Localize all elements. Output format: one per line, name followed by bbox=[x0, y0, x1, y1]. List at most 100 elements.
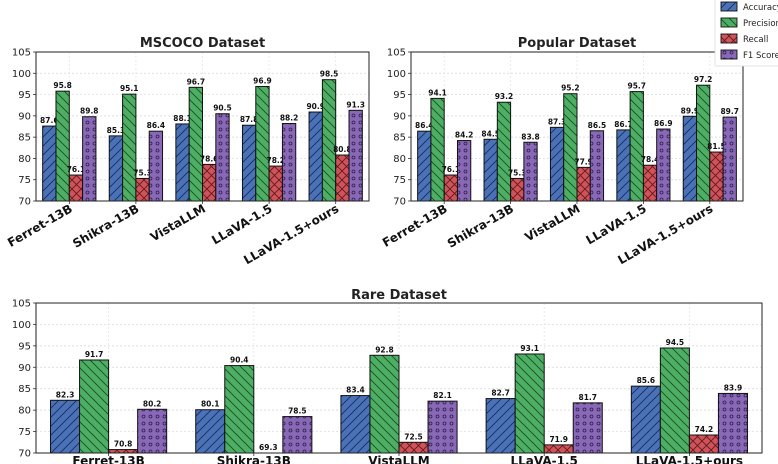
data-label: 97.2 bbox=[694, 75, 713, 84]
legend-label: F1 Score bbox=[743, 51, 778, 61]
bar-hatch bbox=[709, 151, 724, 202]
bar-hatch bbox=[348, 109, 363, 202]
data-label: 89.7 bbox=[720, 107, 739, 116]
legend-swatch-hatch bbox=[720, 33, 738, 44]
x-tick-label: VistaLLM bbox=[522, 201, 582, 244]
data-label: 93.2 bbox=[495, 92, 514, 101]
bar-hatch bbox=[215, 113, 230, 202]
bar-hatch bbox=[576, 166, 591, 202]
bar-hatch bbox=[485, 398, 516, 454]
bar-hatch bbox=[202, 163, 217, 202]
legend: Accuracy Precision Recall F1 Score bbox=[714, 0, 778, 67]
data-label: 90.9 bbox=[306, 102, 325, 111]
chart-title: Rare Dataset bbox=[351, 288, 447, 303]
bar-hatch bbox=[563, 93, 578, 202]
data-label: 96.7 bbox=[187, 77, 206, 86]
bar-hatch bbox=[398, 441, 429, 454]
data-label: 85.6 bbox=[637, 376, 656, 385]
bar-hatch bbox=[430, 97, 445, 202]
data-label: 89.8 bbox=[80, 107, 99, 116]
bar-hatch bbox=[443, 174, 458, 202]
data-label: 74.2 bbox=[695, 425, 714, 434]
axes-frame bbox=[35, 302, 763, 454]
bar-hatch bbox=[688, 434, 719, 454]
y-tick-label: 90 bbox=[18, 111, 31, 122]
y-tick-label: 105 bbox=[387, 48, 406, 59]
chart-title: MSCOCO Dataset bbox=[140, 36, 265, 51]
data-label: 80.8 bbox=[333, 145, 352, 154]
axes-frame bbox=[35, 51, 370, 202]
legend-label: Precision bbox=[743, 19, 778, 29]
data-label: 86.7 bbox=[614, 120, 633, 129]
bar-hatch bbox=[572, 402, 603, 454]
axes-frame bbox=[410, 51, 744, 202]
data-label: 82.3 bbox=[56, 390, 75, 399]
y-tick-label: 70 bbox=[393, 197, 406, 208]
data-label: 96.9 bbox=[253, 76, 272, 85]
data-label: 93.1 bbox=[520, 344, 539, 353]
y-tick-label: 100 bbox=[12, 320, 31, 331]
y-tick-label: 85 bbox=[18, 133, 31, 144]
data-label: 78.6 bbox=[200, 154, 219, 163]
bar-hatch bbox=[717, 392, 748, 454]
chart-title: Popular Dataset bbox=[518, 36, 637, 51]
y-tick-label: 75 bbox=[18, 427, 31, 438]
bar-hatch bbox=[135, 177, 150, 202]
data-label: 95.7 bbox=[628, 82, 647, 91]
x-tick-label: Ferret-13B bbox=[72, 454, 144, 464]
bar-hatch bbox=[523, 141, 538, 202]
bar-hatch bbox=[122, 93, 137, 202]
bar-hatch bbox=[682, 115, 698, 202]
data-label: 95.1 bbox=[120, 84, 139, 93]
bar-hatch bbox=[308, 111, 323, 202]
bar-hatch bbox=[175, 123, 190, 202]
bar-hatch bbox=[224, 365, 255, 454]
bar-hatch bbox=[496, 101, 512, 202]
legend-label: Accuracy bbox=[743, 3, 778, 13]
data-label: 78.5 bbox=[288, 407, 307, 416]
chart-panel-0: 70 75 80 85 90 95 100 105 87.6 85.3 88.1 87.8 90.9 95… bbox=[5, 36, 370, 267]
data-label: 69.3 bbox=[259, 443, 278, 452]
bar-hatch bbox=[656, 128, 671, 202]
data-label: 76.1 bbox=[442, 165, 461, 174]
data-label: 81.5 bbox=[707, 142, 726, 151]
y-tick-label: 70 bbox=[18, 449, 31, 460]
y-tick-label: 105 bbox=[12, 299, 31, 310]
y-tick-label: 95 bbox=[393, 90, 406, 101]
data-label: 82.7 bbox=[491, 389, 510, 398]
y-tick-label: 90 bbox=[393, 111, 406, 122]
y-tick-label: 80 bbox=[18, 154, 31, 165]
bar-hatch bbox=[55, 90, 70, 202]
x-tick-label: Ferret-13B bbox=[380, 201, 450, 249]
y-tick-label: 75 bbox=[393, 175, 406, 186]
data-label: 86.9 bbox=[654, 119, 673, 128]
data-label: 72.5 bbox=[404, 432, 423, 441]
data-label: 88.1 bbox=[173, 114, 192, 123]
bar-hatch bbox=[50, 399, 81, 454]
bar-hatch bbox=[589, 130, 605, 202]
y-tick-label: 100 bbox=[387, 69, 406, 80]
y-tick-label: 95 bbox=[18, 341, 31, 352]
bar-hatch bbox=[483, 138, 498, 202]
bar-hatch bbox=[335, 154, 350, 202]
data-label: 90.5 bbox=[213, 104, 232, 113]
data-label: 87.3 bbox=[548, 117, 567, 126]
data-label: 82.1 bbox=[433, 391, 452, 400]
data-label: 92.8 bbox=[375, 345, 394, 354]
legend-swatch-hatch bbox=[720, 1, 738, 12]
bar-hatch bbox=[629, 91, 644, 202]
data-label: 84.5 bbox=[481, 129, 500, 138]
x-tick-label: VistaLLM bbox=[148, 201, 208, 244]
bar-hatch bbox=[659, 347, 690, 454]
bar-hatch bbox=[82, 116, 97, 202]
data-label: 94.5 bbox=[666, 338, 685, 347]
data-label: 84.2 bbox=[455, 131, 474, 140]
bar-hatch bbox=[630, 385, 661, 454]
y-tick-label: 70 bbox=[18, 197, 31, 208]
bar-hatch bbox=[42, 125, 57, 202]
y-tick-label: 100 bbox=[12, 69, 31, 80]
bar-hatch bbox=[282, 416, 313, 454]
bar-hatch bbox=[417, 130, 432, 202]
bar-hatch bbox=[543, 444, 574, 454]
bar-hatch bbox=[108, 135, 124, 202]
